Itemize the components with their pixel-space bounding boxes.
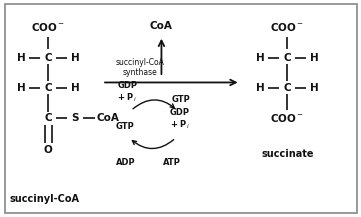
Text: H: H [17, 83, 26, 93]
Text: succinate: succinate [261, 149, 314, 159]
Text: COO$^-$: COO$^-$ [270, 112, 304, 124]
Text: H: H [71, 83, 79, 93]
Text: GTP: GTP [172, 95, 191, 104]
Text: H: H [17, 53, 26, 62]
Text: O: O [44, 145, 53, 155]
Text: H: H [310, 83, 319, 93]
Text: S: S [71, 113, 79, 123]
Text: H: H [310, 53, 319, 62]
Text: COO$^-$: COO$^-$ [31, 21, 65, 33]
Text: GDP
+ P$_i$: GDP + P$_i$ [117, 81, 137, 104]
FancyBboxPatch shape [5, 4, 357, 213]
Text: H: H [71, 53, 79, 62]
Text: GDP
+ P$_i$: GDP + P$_i$ [169, 108, 190, 131]
Text: succinyl-CoA: succinyl-CoA [10, 194, 79, 204]
Text: C: C [44, 83, 52, 93]
Text: CoA: CoA [150, 21, 173, 31]
Text: succinyl-CoA
synthase: succinyl-CoA synthase [116, 58, 164, 77]
Text: CoA: CoA [96, 113, 119, 123]
Text: C: C [283, 83, 291, 93]
Text: GTP: GTP [116, 122, 135, 131]
Text: ATP: ATP [163, 158, 181, 167]
Text: C: C [44, 53, 52, 62]
Text: COO$^-$: COO$^-$ [270, 21, 304, 33]
Text: ADP: ADP [116, 158, 135, 167]
Text: H: H [256, 83, 265, 93]
Text: C: C [283, 53, 291, 62]
Text: H: H [256, 53, 265, 62]
Text: C: C [44, 113, 52, 123]
